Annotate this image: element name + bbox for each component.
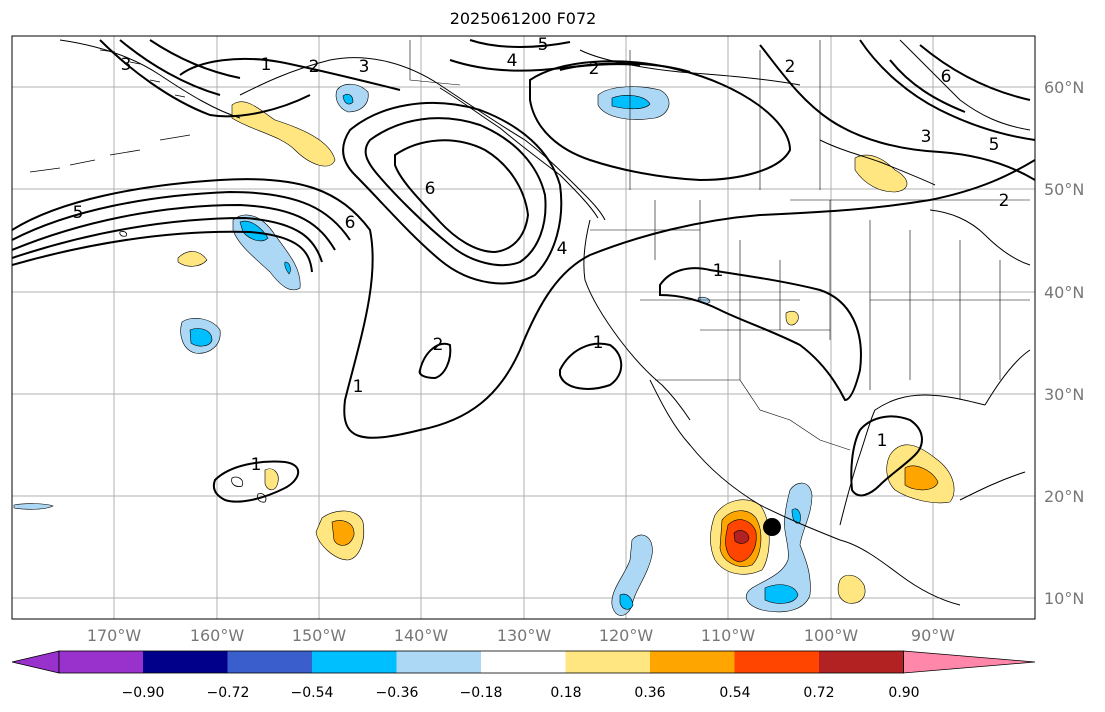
lat-axis: 60°N 50°N 40°N 30°N 20°N 10°N <box>1044 78 1084 608</box>
contour-label: 1 <box>877 431 888 451</box>
contour-label: 2 <box>309 57 320 77</box>
contour-label: 6 <box>425 179 436 199</box>
colorbar-tick-label: 0.90 <box>888 685 919 701</box>
lat-tick-label: 40°N <box>1044 283 1084 302</box>
colorbar-segment <box>143 651 228 673</box>
contour-label: 2 <box>999 191 1010 211</box>
colorbar-segment <box>481 651 566 673</box>
colorbar-tick-label: −0.72 <box>207 685 250 701</box>
colorbar <box>11 650 1036 674</box>
colorbar-extend-high <box>903 650 1036 674</box>
contour-label: 3 <box>921 127 932 147</box>
lat-tick-label: 20°N <box>1044 487 1084 506</box>
colorbar-segment <box>565 651 651 673</box>
contour-label: 2 <box>589 59 600 79</box>
lon-tick-label: 100°W <box>804 626 859 645</box>
contour-label: 4 <box>557 239 568 259</box>
contour-label: 3 <box>121 55 132 75</box>
contour-label: 2 <box>433 335 444 355</box>
lon-tick-label: 150°W <box>292 626 347 645</box>
contour-label: 5 <box>989 135 1000 155</box>
colorbar-segment <box>650 651 735 673</box>
colorbar-tick-label: 0.72 <box>803 685 834 701</box>
contour-label: 1 <box>251 455 262 475</box>
contour-label: 1 <box>261 55 272 75</box>
contour-label: 5 <box>73 203 84 223</box>
lon-tick-label: 130°W <box>497 626 552 645</box>
lon-tick-label: 170°W <box>87 626 142 645</box>
islands <box>29 49 267 503</box>
contour-label: 1 <box>353 377 364 397</box>
graticule <box>12 36 1035 619</box>
colorbar-extend-low <box>11 650 60 674</box>
contour-label: 4 <box>507 51 518 71</box>
lat-tick-label: 10°N <box>1044 589 1084 608</box>
state-borders <box>409 40 1030 451</box>
lon-tick-label: 140°W <box>394 626 449 645</box>
colorbar-segment <box>312 651 397 673</box>
map-title: 2025061200 F072 <box>449 9 597 28</box>
colorbar-tick-label: −0.90 <box>122 685 165 701</box>
contour-label: 1 <box>593 333 604 353</box>
coastlines <box>59 39 1031 606</box>
colorbar-segment <box>396 651 482 673</box>
contour-label: 6 <box>941 67 952 87</box>
contours <box>12 39 1035 503</box>
contour-label: 6 <box>345 213 356 233</box>
contour-labels: 3 1 2 3 4 5 2 2 6 3 5 2 5 6 6 4 1 1 2 1 … <box>73 35 1010 475</box>
contour-label: 2 <box>785 57 796 77</box>
colorbar-segment <box>819 651 904 673</box>
colorbar-tick-label: 0.18 <box>550 685 581 701</box>
colorbar-tick-label: −0.54 <box>291 685 334 701</box>
lon-tick-label: 110°W <box>701 626 756 645</box>
shaded-anomalies <box>13 83 955 616</box>
colorbar-tick-label: −0.18 <box>460 685 503 701</box>
colorbar-tick-label: 0.36 <box>634 685 665 701</box>
contour-label: 5 <box>538 35 549 55</box>
contour-label: 1 <box>713 261 724 281</box>
colorbar-outline <box>58 650 904 674</box>
lon-tick-label: 160°W <box>190 626 245 645</box>
lon-tick-label: 90°W <box>911 626 955 645</box>
lat-tick-label: 60°N <box>1044 78 1084 97</box>
lon-axis: 170°W 160°W 150°W 140°W 130°W 120°W 110°… <box>87 626 955 645</box>
lat-tick-label: 30°N <box>1044 385 1084 404</box>
colorbar-segment <box>734 651 820 673</box>
map-frame <box>11 35 1036 620</box>
lat-tick-label: 50°N <box>1044 180 1084 199</box>
colorbar-segment <box>59 651 143 673</box>
lon-tick-label: 120°W <box>599 626 654 645</box>
colorbar-tick-label: 0.54 <box>719 685 750 701</box>
location-marker <box>763 518 781 536</box>
colorbar-segment <box>227 651 313 673</box>
colorbar-labels: −0.90 −0.72 −0.54 −0.36 −0.18 0.18 0.36 … <box>122 685 920 701</box>
contour-label: 3 <box>359 57 370 77</box>
colorbar-tick-label: −0.36 <box>376 685 419 701</box>
